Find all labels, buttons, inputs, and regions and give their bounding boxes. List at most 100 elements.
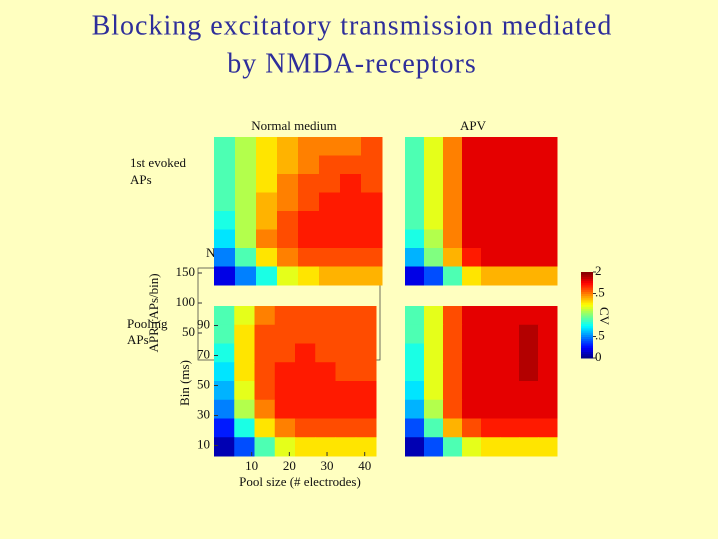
title: Blocking excitatory transmission mediate… xyxy=(92,10,613,41)
heatmap-cell xyxy=(500,343,520,363)
heatmap-cell xyxy=(481,248,501,267)
heatmap-cell xyxy=(443,229,463,249)
heatmap-cell xyxy=(256,174,278,193)
heatmap-cell xyxy=(424,192,444,212)
heatmap-cell xyxy=(298,229,320,249)
heatmap-cell xyxy=(340,248,362,267)
heatmap-cell xyxy=(295,381,316,401)
colorbar-swatch xyxy=(581,338,593,342)
heatmap-cell xyxy=(214,229,236,249)
x-axis-label: Pool size (# electrodes) xyxy=(239,474,361,489)
heatmap-cell xyxy=(481,437,501,457)
colorbar-swatch xyxy=(581,330,593,333)
colorbar-tick-label: 2 xyxy=(595,263,602,278)
heatmap-cell xyxy=(234,324,255,344)
colorbar-swatch xyxy=(581,336,593,340)
heatmap-cell xyxy=(519,418,539,438)
heatmap-cell xyxy=(319,229,341,249)
back-axis-label: APR (APs/bin) xyxy=(146,273,161,352)
heatmap-cell xyxy=(481,399,501,419)
heatmap-cell xyxy=(538,324,558,344)
heatmap-cell xyxy=(462,324,482,344)
heatmap-cell xyxy=(424,362,444,382)
heatmap-cell xyxy=(538,418,558,438)
colorbar-swatch xyxy=(581,287,593,290)
colorbar-swatch xyxy=(581,274,593,277)
heatmap-cell xyxy=(254,324,276,344)
heatmap-cell xyxy=(424,211,444,230)
heatmap-cell xyxy=(481,306,501,326)
heatmap-cell xyxy=(335,343,357,363)
heatmap-cell xyxy=(214,418,235,438)
heatmap-cell xyxy=(235,155,257,175)
heatmap-cell xyxy=(500,137,520,156)
heatmap-cell xyxy=(500,229,520,249)
y-tick-label: 30 xyxy=(197,406,210,421)
heatmap-cell xyxy=(315,399,336,419)
heatmap-cell xyxy=(277,248,299,267)
colorbar-swatch xyxy=(581,272,593,275)
heatmap-cell xyxy=(538,399,558,419)
heatmap-cell xyxy=(298,248,320,267)
heatmap-cell xyxy=(355,324,377,344)
heatmap-cell xyxy=(519,192,539,212)
heatmap-cell xyxy=(335,324,357,344)
colorbar-swatch xyxy=(581,289,593,292)
row-label: Pooling xyxy=(127,316,168,331)
heatmap-cell xyxy=(462,248,482,267)
heatmap-cell xyxy=(315,362,336,382)
heatmap-cell xyxy=(538,192,558,212)
heatmap-cell xyxy=(214,266,236,286)
heatmap-cell xyxy=(295,399,316,419)
heatmap-cell xyxy=(538,266,558,286)
x-tick-label: 40 xyxy=(358,458,371,473)
heatmap-cell xyxy=(519,306,539,326)
heatmap-cell xyxy=(500,381,520,401)
colorbar-tick-label: .5 xyxy=(595,327,605,342)
heatmap-cell xyxy=(405,229,425,249)
heatmap-cell xyxy=(538,437,558,457)
heatmap-cell xyxy=(443,211,463,230)
heatmap-cell xyxy=(405,155,425,175)
heatmap-cell xyxy=(500,192,520,212)
heatmap-cell xyxy=(274,437,296,457)
y-tick-label: 50 xyxy=(197,376,210,391)
heatmap-cell xyxy=(214,306,235,326)
heatmap-cell xyxy=(234,399,255,419)
heatmap-cell xyxy=(340,137,362,156)
colorbar-swatch xyxy=(581,291,593,294)
colorbar-swatch xyxy=(581,310,593,314)
heatmap-cell xyxy=(214,248,236,267)
heatmap-cell xyxy=(274,306,296,326)
heatmap-cell xyxy=(274,324,296,344)
heatmap-cell xyxy=(335,418,357,438)
heatmap-cell xyxy=(315,437,336,457)
heatmap-cell xyxy=(234,362,255,382)
heatmap-cell xyxy=(315,324,336,344)
colorbar-swatch xyxy=(581,312,593,316)
heatmap-cell xyxy=(234,418,255,438)
heatmap-cell xyxy=(235,211,257,230)
heatmap-cell xyxy=(462,362,482,382)
heatmap-cell xyxy=(405,306,425,326)
heatmap-cell xyxy=(361,192,383,212)
colorbar-label: CV xyxy=(597,307,612,326)
heatmap-cell xyxy=(254,399,276,419)
heatmap-cell xyxy=(462,381,482,401)
colorbar-swatch xyxy=(581,280,593,284)
colorbar-swatch xyxy=(581,315,593,318)
heatmap-cell xyxy=(462,266,482,286)
heatmap-cell xyxy=(443,418,463,438)
y-tick-label: 90 xyxy=(197,316,210,331)
heatmap-cell xyxy=(235,174,257,193)
heatmap-cell xyxy=(519,399,539,419)
heatmap-cell xyxy=(443,381,463,401)
colorbar-swatch xyxy=(581,317,593,320)
heatmap-cell xyxy=(481,362,501,382)
heatmap-cell xyxy=(481,266,501,286)
heatmap-cell xyxy=(315,381,336,401)
x-tick-label: 10 xyxy=(245,458,258,473)
heatmap-cell xyxy=(424,174,444,193)
heatmap-cell xyxy=(254,343,276,363)
heatmap-cell xyxy=(234,343,255,363)
